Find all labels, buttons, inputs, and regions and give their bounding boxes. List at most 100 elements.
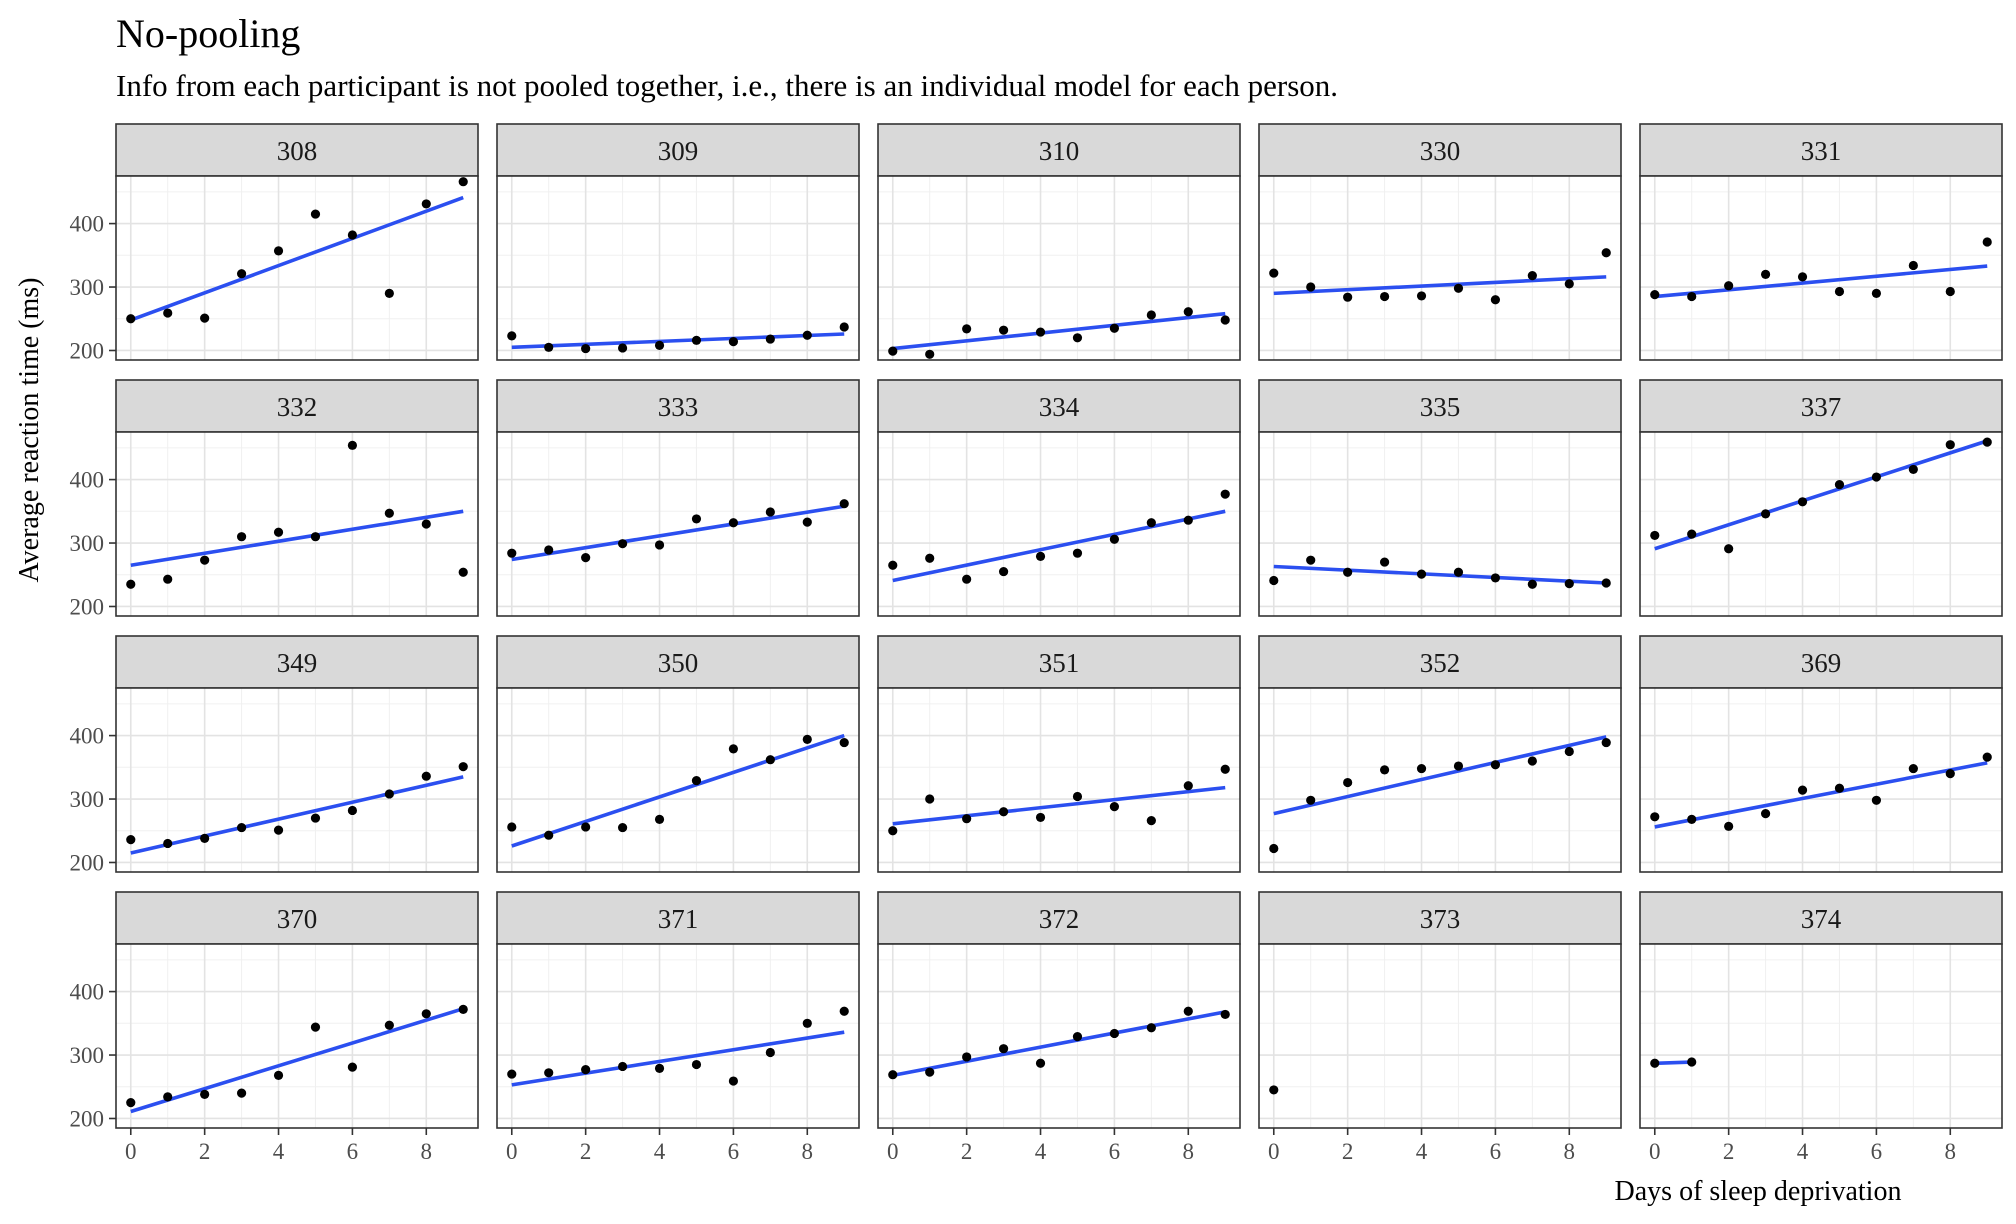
x-tick-label: 0 [125,1139,137,1164]
panel-border [1258,687,1622,873]
x-axis-title: Days of sleep deprivation [1615,1176,1902,1207]
data-point [691,514,702,524]
data-point [998,325,1009,335]
data-point [507,822,517,832]
data-point [1343,567,1353,577]
fit-line [511,733,845,848]
data-point [998,807,1009,817]
data-point [1269,268,1279,278]
data-point [1687,1057,1697,1067]
chart-subtitle: Info from each participant is not pooled… [116,68,1339,103]
data-point [765,1047,775,1058]
data-point [1908,763,1918,774]
data-point [1908,260,1918,271]
data-point [1945,286,1955,297]
data-point [839,1006,849,1016]
y-tick-label: 200 [70,338,105,363]
data-point [654,1063,665,1073]
data-point [1687,814,1697,824]
data-point [839,499,849,509]
data-point [1183,1006,1193,1016]
data-point [310,1022,321,1032]
data-point [765,755,775,765]
y-tick-label: 400 [70,724,105,749]
facet-strip [1258,379,1622,433]
data-point [1109,534,1120,544]
panel-border [115,431,479,617]
data-point [925,794,935,804]
x-tick-label: 8 [1564,1139,1576,1164]
data-point [1564,579,1574,589]
facet-strip-label: 369 [1801,648,1842,678]
data-point [888,346,898,356]
data-point [581,1065,591,1075]
facet-strip [1639,635,2003,689]
data-point [888,560,898,570]
data-point [962,324,972,334]
data-point [1982,437,1992,447]
x-tick-label: 4 [273,1139,285,1164]
facet-strip-label: 349 [277,648,318,678]
data-point [1035,551,1046,561]
data-point [310,813,321,823]
data-point [1035,812,1046,823]
panel-border [496,687,860,873]
data-point [888,826,898,836]
data-point [1183,781,1193,791]
data-point [1527,579,1537,589]
x-tick-label: 2 [1342,1139,1354,1164]
facet-strip-label: 308 [277,136,318,166]
data-point [925,349,935,359]
data-point [1306,282,1316,292]
data-point [1650,290,1660,300]
y-tick-label: 300 [70,531,105,556]
data-point [691,776,702,786]
data-point [384,508,394,518]
data-point [617,1061,628,1072]
data-point [163,308,173,318]
data-point [962,1052,972,1062]
data-point [1306,555,1316,565]
data-point [1945,440,1955,450]
panel-background [1640,176,2002,360]
panel-border [877,943,1241,1129]
data-point [1453,761,1464,771]
panel-background [497,432,859,616]
data-point [1760,269,1771,279]
y-tick-label: 300 [70,1043,105,1068]
data-point [1650,530,1660,541]
panel-border [115,943,479,1129]
x-tick-label: 6 [1109,1139,1121,1164]
x-tick-label: 8 [1945,1139,1957,1164]
data-point [507,1069,517,1079]
data-point [1650,1058,1660,1068]
fit-line [1273,275,1607,296]
y-tick-label: 200 [70,1106,105,1131]
facet-strip-label: 310 [1039,136,1080,166]
data-point [544,1068,554,1078]
x-tick-label: 8 [1183,1139,1195,1164]
chart-title: No-pooling [116,11,301,56]
data-point [1269,843,1279,854]
data-point [581,822,591,832]
data-point [962,814,972,824]
facet-strip-label: 334 [1039,392,1080,422]
data-point [654,540,665,550]
data-point [126,579,136,589]
data-point [1109,323,1120,333]
panel-border [1639,175,2003,361]
data-point [765,334,775,344]
data-point [1601,578,1611,588]
data-point [1724,281,1734,291]
data-point [421,771,431,781]
data-point [617,822,628,833]
data-point [1724,821,1734,831]
data-point [1871,472,1882,482]
x-tick-label: 6 [1490,1139,1502,1164]
data-point [1982,752,1992,762]
y-tick-label: 400 [70,212,105,237]
data-point [507,331,517,341]
panel-background [1259,944,1621,1128]
facet-strip-label: 371 [658,904,699,934]
panel-border [1639,431,2003,617]
